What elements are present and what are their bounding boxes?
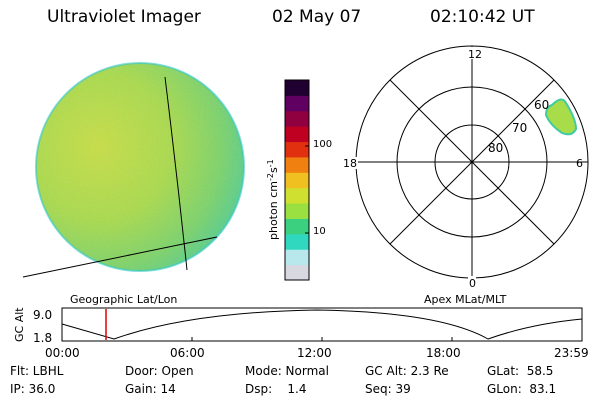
colorbar-band	[285, 110, 309, 127]
info-flt: Flt: LBHL	[10, 364, 64, 378]
colorbar-band	[285, 95, 309, 112]
colorbar-frame	[284, 79, 310, 281]
apex-panel-label: Apex MLat/MLT	[424, 293, 507, 306]
observation-date: 02 May 07	[272, 7, 362, 27]
colorbar-band	[285, 80, 309, 96]
colorbar-band	[285, 203, 309, 219]
colorbar-band	[285, 126, 309, 143]
label-bg-12	[467, 47, 479, 59]
colorbar-band	[285, 172, 309, 189]
colorbar-band	[285, 233, 309, 250]
label-bg-18	[342, 157, 358, 169]
colorbar-band	[285, 264, 309, 281]
colorbar-label: photon cm-2s-1	[266, 159, 280, 240]
timeline-tick-0600: 06:00	[170, 346, 205, 360]
mlt-label-12: 12	[468, 48, 482, 61]
altitude-ytick-bottom: 1.8	[33, 331, 52, 345]
mlat-label-60: 60	[534, 98, 549, 112]
altitude-ylabel: GC Alt	[13, 307, 26, 342]
polar-diagonal-2	[389, 79, 555, 245]
longitude-line	[164, 76, 188, 271]
instrument-title: Ultraviolet Imager	[47, 7, 201, 27]
info-door: Door: Open	[125, 364, 194, 378]
colorbar-band	[285, 249, 309, 266]
latitude-line	[22, 236, 218, 278]
label-bg-0	[468, 276, 476, 288]
altitude-timeline: GC Alt 9.0 1.8	[13, 307, 583, 345]
timeline-tick-2359: 23:59	[554, 346, 589, 360]
info-gain: Gain: 14	[125, 382, 176, 396]
aurora-patch	[544, 98, 578, 136]
info-glat: GLat: 58.5	[487, 364, 554, 378]
observation-time: 02:10:42 UT	[430, 7, 535, 27]
altitude-frame	[61, 307, 583, 342]
colorbar-band	[285, 218, 309, 235]
info-glon: GLon: 83.1	[487, 382, 557, 396]
colorbar-scale	[285, 80, 309, 281]
limb-edge	[35, 62, 245, 272]
colorbar-band	[285, 156, 309, 173]
mlat-label-70: 70	[512, 121, 527, 135]
info-dsp: Dsp: 1.4	[245, 382, 307, 396]
colorbar-band	[285, 187, 309, 204]
uv-earth-image	[22, 62, 245, 278]
image-noise-texture	[36, 63, 244, 271]
info-ip: IP: 36.0	[10, 382, 56, 396]
mlt-label-18: 18	[343, 157, 357, 170]
info-mode: Mode: Normal	[245, 364, 329, 378]
altitude-curve	[61, 309, 583, 340]
timeline-tick-0000: 00:00	[45, 346, 80, 360]
altitude-ytick-top: 9.0	[33, 308, 52, 322]
geographic-panel-label: Geographic Lat/Lon	[70, 293, 178, 306]
mlat-label-80: 80	[488, 141, 503, 155]
info-gc-alt: GC Alt: 2.3 Re	[365, 364, 449, 378]
info-seq: Seq: 39	[365, 382, 411, 396]
timeline-tick-1800: 18:00	[426, 346, 461, 360]
colorbar: photon cm-2s-1	[266, 79, 310, 281]
mlt-label-0: 0	[469, 277, 476, 290]
mlt-label-6: 6	[576, 157, 583, 170]
colorbar-tick-label-100: 100	[313, 139, 333, 150]
timeline-tick-1200: 12:00	[297, 346, 332, 360]
polar-plot: 12 18 6 0 60 70 80	[342, 45, 589, 290]
colorbar-band	[285, 141, 309, 158]
colorbar-tick-label-10: 10	[313, 226, 326, 237]
